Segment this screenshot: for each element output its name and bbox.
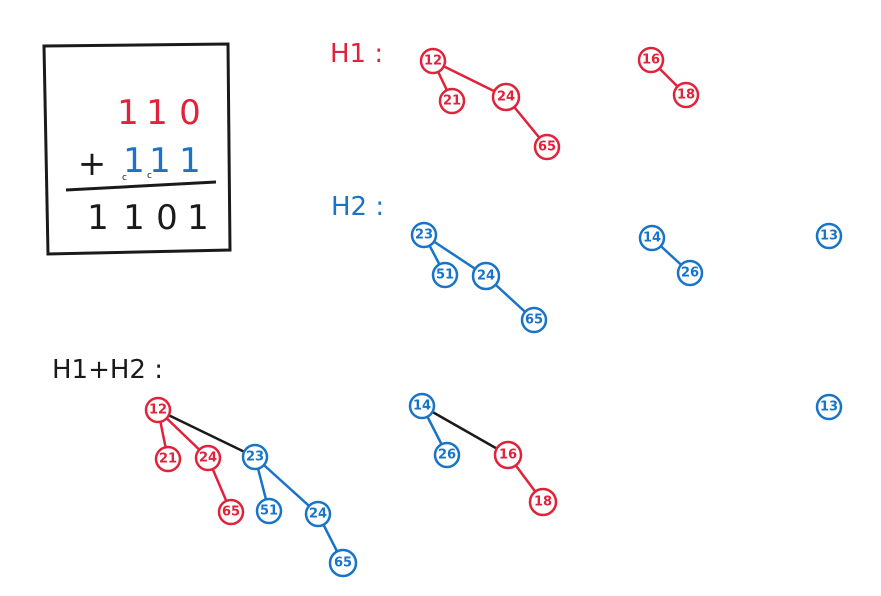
node: 24	[304, 500, 332, 528]
svg-text:23: 23	[415, 228, 433, 243]
edge	[254, 456, 319, 515]
svg-text:12: 12	[424, 54, 442, 69]
edge-link	[157, 408, 256, 459]
label-h1-plus-h2: H1+H2 :	[52, 355, 163, 385]
svg-text:65: 65	[538, 140, 556, 155]
h1-tree-b1: 16 18	[637, 46, 700, 109]
svg-text:14: 14	[643, 231, 661, 246]
node: 26	[676, 259, 704, 287]
svg-text:51: 51	[260, 504, 278, 519]
node: 18	[528, 487, 558, 517]
svg-text:24: 24	[199, 451, 217, 466]
edge-link	[421, 404, 509, 457]
svg-text:16: 16	[499, 448, 517, 463]
svg-text:21: 21	[159, 452, 177, 467]
sum-line	[65, 180, 217, 192]
svg-text:13: 13	[820, 400, 838, 415]
node: 23	[410, 221, 438, 249]
plus-sign: +	[78, 144, 107, 184]
label-h1: H1 :	[330, 39, 383, 69]
h2-tree-b0: 13	[815, 222, 843, 250]
result-digit-1: 1	[87, 198, 109, 238]
node: 23	[241, 443, 269, 471]
svg-text:18: 18	[677, 88, 695, 103]
node: 51	[255, 497, 283, 525]
result-digit-3: 0	[156, 198, 178, 238]
h1-tree-b2: 12 21 24 65	[419, 47, 561, 161]
node: 13	[815, 222, 843, 250]
carry-mark-2: c	[147, 171, 152, 181]
svg-text:18: 18	[534, 495, 552, 510]
node: 12	[144, 396, 172, 424]
result-digit-2: 1	[123, 198, 145, 238]
svg-text:65: 65	[222, 505, 240, 520]
row1-digit-2: 1	[146, 93, 168, 133]
node: 18	[672, 81, 700, 109]
row1-digit-1: 1	[117, 93, 139, 133]
sum-tree-b2: 14 26 16 18	[408, 392, 558, 517]
svg-text:24: 24	[477, 269, 495, 284]
svg-text:26: 26	[438, 448, 456, 463]
node: 51	[431, 261, 459, 289]
h2-tree-b1: 14 26	[638, 224, 704, 287]
row2-digit-1: 1	[123, 141, 145, 181]
svg-text:24: 24	[497, 90, 515, 105]
node: 65	[520, 306, 548, 334]
h2-tree-b2: 23 51 24 65	[410, 221, 548, 334]
node: 13	[815, 393, 843, 421]
svg-text:65: 65	[334, 556, 352, 571]
svg-text:21: 21	[443, 94, 461, 109]
node: 24	[491, 82, 521, 112]
node: 65	[328, 548, 358, 578]
row2-digit-2: 1	[149, 141, 171, 181]
carry-mark-1: c	[122, 173, 127, 183]
node: 16	[637, 46, 665, 74]
svg-text:12: 12	[149, 403, 167, 418]
svg-text:65: 65	[525, 313, 543, 328]
svg-text:16: 16	[642, 53, 660, 68]
svg-text:23: 23	[246, 450, 264, 465]
node: 24	[471, 261, 501, 291]
result-digit-4: 1	[187, 198, 209, 238]
row2-digit-3: 1	[179, 141, 201, 181]
svg-text:13: 13	[820, 229, 838, 244]
sum-tree-b3: 12 21 24 65 23 51 24 65	[144, 396, 358, 578]
node: 24	[194, 444, 222, 472]
svg-text:24: 24	[309, 507, 327, 522]
svg-text:26: 26	[681, 266, 699, 281]
node: 65	[533, 133, 561, 161]
node: 65	[217, 498, 245, 526]
node: 21	[154, 445, 182, 473]
node: 14	[638, 224, 666, 252]
node: 14	[408, 392, 436, 420]
row1-digit-3: 0	[179, 93, 201, 133]
sum-tree-b0: 13	[815, 393, 843, 421]
label-h2: H2 :	[331, 192, 384, 222]
binary-addition-box: 1 1 0 + c c 1 1 1 1 1 0 1	[42, 42, 232, 256]
node: 21	[438, 87, 466, 115]
svg-text:14: 14	[413, 399, 431, 414]
node: 12	[419, 47, 447, 75]
node: 26	[433, 441, 461, 469]
node: 16	[493, 440, 523, 470]
addition-box-border	[42, 42, 232, 256]
svg-text:51: 51	[436, 268, 454, 283]
